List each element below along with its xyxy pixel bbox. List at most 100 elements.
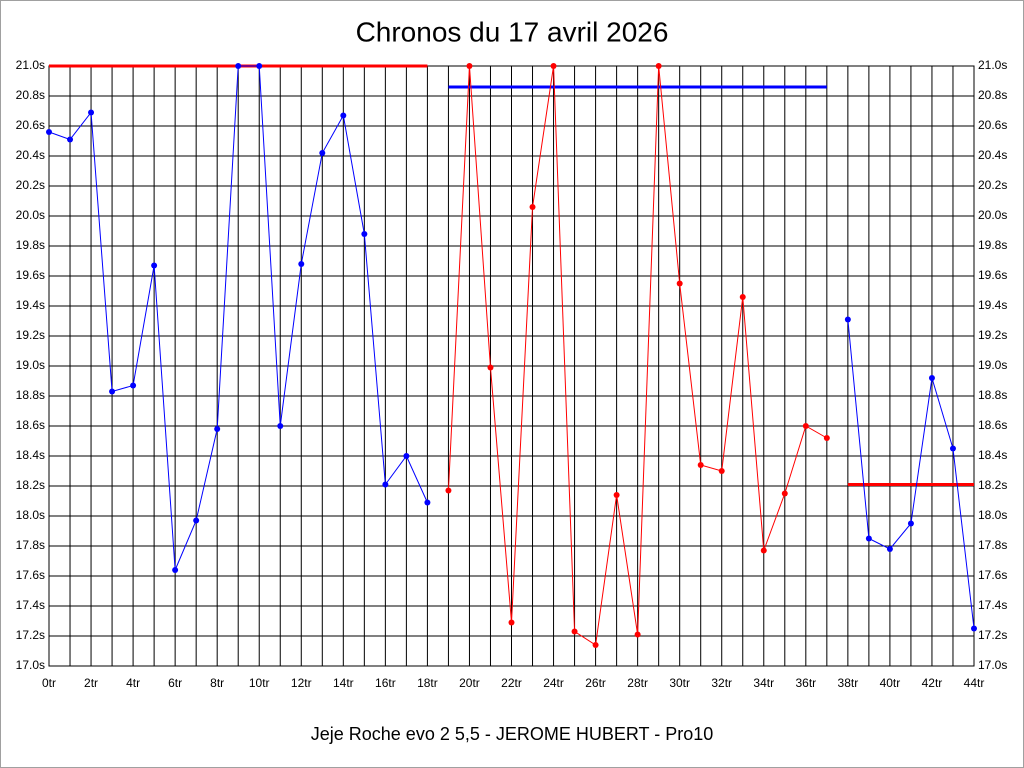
x-tick-label: 12tr [291, 676, 312, 690]
x-tick-label: 34tr [753, 676, 774, 690]
y-tick-label: 19.6s [16, 268, 45, 282]
y-tick-label: 19.2s [16, 328, 45, 342]
data-point [46, 129, 52, 135]
y2-tick-label: 20.2s [978, 178, 1007, 192]
data-point [298, 261, 305, 267]
x-tick-label: 14tr [333, 676, 354, 690]
x-tick-label: 6tr [168, 676, 182, 690]
y-tick-label: 21.0s [16, 58, 45, 72]
data-point [655, 63, 662, 69]
y2-tick-label: 20.8s [978, 88, 1007, 102]
y-tick-label: 18.6s [16, 418, 45, 432]
y2-tick-label: 17.8s [978, 538, 1007, 552]
data-point [193, 517, 200, 524]
data-point [277, 423, 284, 429]
data-point [361, 231, 368, 237]
y-tick-label: 17.4s [16, 598, 45, 612]
y-tick-label: 17.2s [16, 628, 45, 642]
x-tick-label: 32tr [711, 676, 732, 690]
y2-tick-label: 17.6s [978, 568, 1007, 582]
x-tick-label: 22tr [501, 676, 522, 690]
data-point [886, 546, 893, 552]
y-tick-label: 19.0s [16, 358, 45, 372]
y2-tick-label: 18.0s [978, 508, 1007, 522]
y-tick-label: 17.8s [16, 538, 45, 552]
y-tick-label: 20.0s [16, 208, 45, 222]
x-tick-label: 8tr [210, 676, 224, 690]
data-point [676, 280, 683, 287]
data-point [739, 294, 746, 300]
x-tick-label: 2tr [84, 676, 98, 690]
data-point [844, 316, 851, 323]
data-point [508, 619, 515, 626]
x-tick-label: 20tr [459, 676, 480, 690]
x-tick-label: 40tr [880, 676, 901, 690]
data-point [823, 435, 830, 441]
data-point [487, 364, 494, 371]
x-tick-label: 26tr [585, 676, 606, 690]
y2-tick-label: 20.6s [978, 118, 1007, 132]
data-point [697, 462, 704, 468]
y2-tick-label: 21.0s [978, 58, 1007, 72]
x-tick-label: 44tr [964, 676, 985, 690]
y-tick-label: 17.6s [16, 568, 45, 582]
y2-tick-label: 19.2s [978, 328, 1007, 342]
data-point [256, 63, 263, 69]
y-tick-label: 18.4s [16, 448, 45, 462]
data-point [67, 136, 74, 143]
y2-tick-label: 20.4s [978, 148, 1007, 162]
data-point [340, 112, 347, 119]
data-point [130, 382, 137, 389]
x-tick-label: 18tr [417, 676, 438, 690]
y-tick-label: 20.2s [16, 178, 45, 192]
x-tick-label: 16tr [375, 676, 396, 690]
y2-tick-label: 18.2s [978, 478, 1007, 492]
y2-tick-label: 20.0s [978, 208, 1007, 222]
data-point [949, 445, 956, 452]
y2-tick-label: 19.0s [978, 358, 1007, 372]
y2-tick-label: 18.8s [978, 388, 1007, 402]
x-tick-label: 42tr [922, 676, 943, 690]
data-point [718, 468, 725, 474]
x-tick-label: 10tr [249, 676, 270, 690]
data-point [88, 109, 95, 116]
data-point [403, 453, 410, 459]
data-point [235, 63, 242, 69]
data-point [319, 150, 326, 156]
data-point [634, 631, 641, 638]
data-point [802, 423, 809, 429]
y-tick-label: 20.6s [16, 118, 45, 132]
y2-tick-label: 17.2s [978, 628, 1007, 642]
data-point [907, 520, 914, 527]
data-point [865, 535, 872, 542]
y2-tick-label: 18.4s [978, 448, 1007, 462]
x-tick-label: 4tr [126, 676, 140, 690]
data-point [550, 63, 557, 69]
data-point [172, 567, 179, 573]
y-tick-label: 18.0s [16, 508, 45, 522]
data-point [760, 547, 767, 554]
y-tick-label: 19.4s [16, 298, 45, 312]
y2-tick-label: 19.4s [978, 298, 1007, 312]
y-tick-label: 18.2s [16, 478, 45, 492]
y2-tick-label: 17.0s [978, 658, 1007, 672]
data-point [592, 642, 599, 648]
y2-tick-label: 19.8s [978, 238, 1007, 252]
plot-border [48, 65, 975, 667]
x-tick-label: 38tr [838, 676, 859, 690]
data-point [971, 625, 977, 632]
x-tick-label: 28tr [627, 676, 648, 690]
y2-tick-label: 18.6s [978, 418, 1007, 432]
data-point [466, 63, 473, 69]
y-tick-label: 20.8s [16, 88, 45, 102]
x-tick-label: 0tr [42, 676, 56, 690]
data-point [214, 426, 221, 432]
data-point [424, 499, 431, 506]
y-tick-label: 17.0s [16, 658, 45, 672]
data-point [781, 490, 788, 497]
data-point [529, 204, 536, 210]
x-tick-label: 24tr [543, 676, 564, 690]
y-tick-label: 20.4s [16, 148, 45, 162]
chart-title: Chronos du 17 avril 2026 [356, 16, 669, 47]
